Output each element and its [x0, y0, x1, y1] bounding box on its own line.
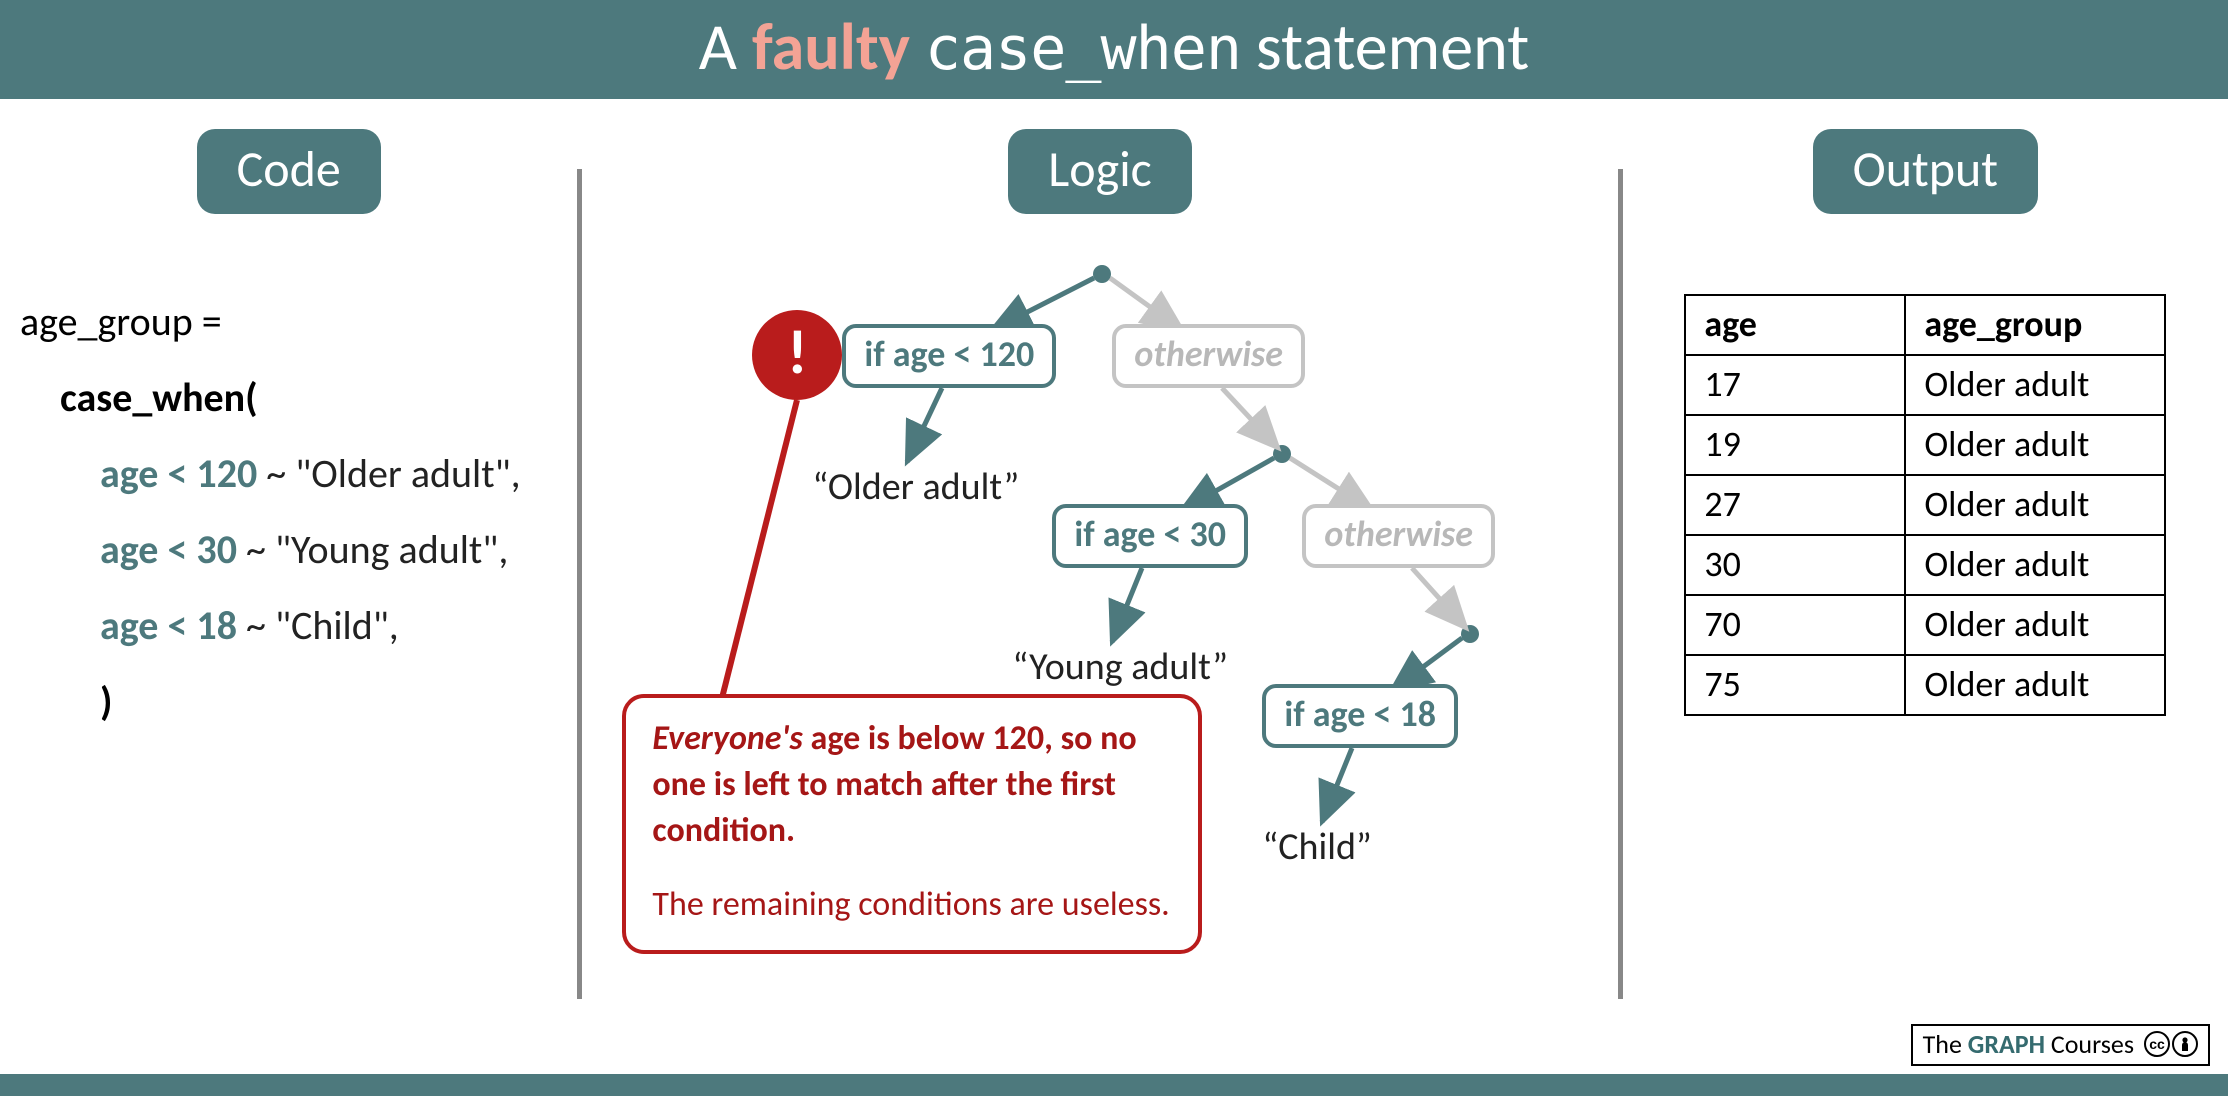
table-cell: 70: [1685, 595, 1905, 655]
table-row: 30Older adult: [1685, 535, 2165, 595]
title-mid: [910, 6, 925, 87]
condition-node: if age < 18: [1262, 684, 1458, 748]
table-cell: Older adult: [1905, 415, 2165, 475]
table-header: age: [1685, 295, 1905, 355]
attr-brand: GRAPH: [1968, 1028, 2045, 1060]
table-cell: 30: [1685, 535, 1905, 595]
main-row: Code age_group = case_when( age < 120 ~ …: [0, 99, 2228, 1029]
title-mono: case_when: [925, 14, 1241, 84]
table-row: 27Older adult: [1685, 475, 2165, 535]
table-cell: Older adult: [1905, 655, 2165, 715]
table-cell: Older adult: [1905, 535, 2165, 595]
logic-column: Logic ! Everyone's age is below 120, so …: [582, 99, 1617, 1029]
logic-diagram: ! Everyone's age is below 120, so no one…: [582, 214, 1617, 1064]
attr-post: Courses: [2045, 1028, 2134, 1060]
code-column: Code age_group = case_when( age < 120 ~ …: [0, 99, 577, 1029]
otherwise-node: otherwise: [1112, 324, 1305, 388]
condition-node: if age < 30: [1052, 504, 1248, 568]
leaf-label: “Young adult”: [1012, 644, 1228, 690]
table-row: 17Older adult: [1685, 355, 2165, 415]
table-cell: Older adult: [1905, 355, 2165, 415]
table-cell: Older adult: [1905, 475, 2165, 535]
condition-node: if age < 120: [842, 324, 1056, 388]
code-condition-line: age < 18 ~ "Child",: [20, 588, 577, 664]
table-cell: Older adult: [1905, 595, 2165, 655]
title-highlight: faulty: [752, 6, 910, 87]
otherwise-node: otherwise: [1302, 504, 1495, 568]
table-row: 19Older adult: [1685, 415, 2165, 475]
attribution-badge: The GRAPH Courses cc: [1911, 1024, 2210, 1066]
code-condition-line: age < 120 ~ "Older adult",: [20, 436, 577, 512]
title-suffix: statement: [1241, 6, 1529, 87]
output-pill: Output: [1813, 129, 2038, 214]
table-row: 70Older adult: [1685, 595, 2165, 655]
table-cell: 17: [1685, 355, 1905, 415]
output-column: Output ageage_group17Older adult19Older …: [1623, 99, 2228, 1029]
code-condition-line: age < 30 ~ "Young adult",: [20, 512, 577, 588]
table-header: age_group: [1905, 295, 2165, 355]
table-cell: 19: [1685, 415, 1905, 475]
output-table: ageage_group17Older adult19Older adult27…: [1684, 294, 2166, 716]
cc-icon: cc: [2144, 1031, 2198, 1057]
title-prefix: A: [699, 6, 752, 87]
slide-title-bar: A faulty case_when statement: [0, 0, 2228, 99]
cc-glyph-2: [2172, 1031, 2198, 1057]
code-line-assign: age_group =: [20, 284, 577, 360]
code-line-casewhen: case_when(: [20, 360, 577, 436]
footer-bar: [0, 1074, 2228, 1096]
code-line-close: ): [20, 664, 577, 740]
warning-badge: !: [752, 310, 842, 400]
table-cell: 27: [1685, 475, 1905, 535]
table-row: 75Older adult: [1685, 655, 2165, 715]
leaf-label: “Older adult”: [812, 464, 1019, 510]
callout-line2: The remaining conditions are useless.: [652, 882, 1172, 928]
callout-box: Everyone's age is below 120, so no one i…: [622, 694, 1202, 954]
table-cell: 75: [1685, 655, 1905, 715]
leaf-label: “Child”: [1262, 824, 1371, 870]
code-pill: Code: [197, 129, 381, 214]
callout-em: Everyone's: [652, 718, 802, 759]
code-block: age_group = case_when( age < 120 ~ "Olde…: [0, 284, 577, 740]
cc-glyph-1: cc: [2144, 1031, 2170, 1057]
logic-pill: Logic: [1008, 129, 1192, 214]
attr-pre: The: [1923, 1028, 1968, 1060]
